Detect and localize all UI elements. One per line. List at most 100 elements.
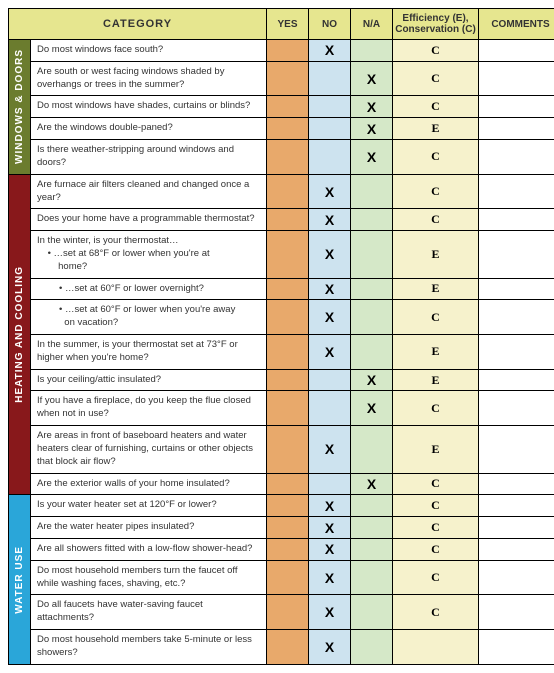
na-cell: [351, 40, 393, 62]
comments-cell[interactable]: [479, 174, 554, 209]
na-cell: X: [351, 96, 393, 118]
no-cell: X: [309, 517, 351, 539]
yes-cell: [267, 538, 309, 560]
yes-cell: [267, 517, 309, 539]
yes-cell: [267, 61, 309, 96]
section-label: WINDOWS & DOORS: [9, 40, 31, 175]
no-cell: X: [309, 426, 351, 473]
comments-cell[interactable]: [479, 473, 554, 495]
efficiency-cell: C: [393, 40, 479, 62]
efficiency-cell: C: [393, 538, 479, 560]
question-cell: Do most windows face south?: [31, 40, 267, 62]
header-comments: COMMENTS: [479, 9, 554, 40]
comments-cell[interactable]: [479, 630, 554, 665]
comments-cell[interactable]: [479, 495, 554, 517]
yes-cell: [267, 96, 309, 118]
efficiency-cell: E: [393, 369, 479, 391]
na-cell: X: [351, 369, 393, 391]
na-cell: X: [351, 140, 393, 175]
comments-cell[interactable]: [479, 231, 554, 278]
no-cell: [309, 118, 351, 140]
efficiency-cell: E: [393, 426, 479, 473]
na-cell: [351, 560, 393, 595]
efficiency-cell: E: [393, 118, 479, 140]
no-cell: X: [309, 231, 351, 278]
no-cell: [309, 61, 351, 96]
efficiency-cell: C: [393, 174, 479, 209]
efficiency-cell: C: [393, 61, 479, 96]
question-cell: • …set at 60°F or lower when you're away…: [31, 300, 267, 335]
efficiency-cell: [393, 630, 479, 665]
comments-cell[interactable]: [479, 40, 554, 62]
yes-cell: [267, 473, 309, 495]
question-cell: Do most household members turn the fauce…: [31, 560, 267, 595]
no-cell: [309, 369, 351, 391]
yes-cell: [267, 209, 309, 231]
comments-cell[interactable]: [479, 391, 554, 426]
na-cell: [351, 278, 393, 300]
comments-cell[interactable]: [479, 118, 554, 140]
comments-cell[interactable]: [479, 61, 554, 96]
table-row: Is your ceiling/attic insulated?XE: [9, 369, 554, 391]
no-cell: X: [309, 209, 351, 231]
header-na: N/A: [351, 9, 393, 40]
yes-cell: [267, 40, 309, 62]
table-row: Are areas in front of baseboard heaters …: [9, 426, 554, 473]
table-row: Do most household members turn the fauce…: [9, 560, 554, 595]
comments-cell[interactable]: [479, 560, 554, 595]
question-cell: • …set at 60°F or lower overnight?: [31, 278, 267, 300]
comments-cell[interactable]: [479, 300, 554, 335]
yes-cell: [267, 118, 309, 140]
table-row: • …set at 60°F or lower when you're away…: [9, 300, 554, 335]
comments-cell[interactable]: [479, 595, 554, 630]
yes-cell: [267, 630, 309, 665]
table-row: If you have a fireplace, do you keep the…: [9, 391, 554, 426]
table-row: Are the water heater pipes insulated?XC: [9, 517, 554, 539]
no-cell: X: [309, 595, 351, 630]
yes-cell: [267, 369, 309, 391]
question-cell: Are the windows double-paned?: [31, 118, 267, 140]
no-cell: [309, 473, 351, 495]
table-row: WINDOWS & DOORSDo most windows face sout…: [9, 40, 554, 62]
question-cell: In the summer, is your thermostat set at…: [31, 335, 267, 370]
efficiency-cell: C: [393, 391, 479, 426]
table-row: Does your home have a programmable therm…: [9, 209, 554, 231]
no-cell: X: [309, 495, 351, 517]
yes-cell: [267, 278, 309, 300]
question-cell: Do most household members take 5-minute …: [31, 630, 267, 665]
question-cell: If you have a fireplace, do you keep the…: [31, 391, 267, 426]
comments-cell[interactable]: [479, 96, 554, 118]
question-cell: Are the water heater pipes insulated?: [31, 517, 267, 539]
comments-cell[interactable]: [479, 278, 554, 300]
na-cell: [351, 426, 393, 473]
table-row: HEATING AND COOLINGAre furnace air filte…: [9, 174, 554, 209]
yes-cell: [267, 595, 309, 630]
question-cell: Are areas in front of baseboard heaters …: [31, 426, 267, 473]
no-cell: X: [309, 538, 351, 560]
audit-table: CATEGORY YES NO N/A Efficiency (E), Cons…: [8, 8, 554, 665]
comments-cell[interactable]: [479, 369, 554, 391]
comments-cell[interactable]: [479, 335, 554, 370]
na-cell: [351, 517, 393, 539]
comments-cell[interactable]: [479, 140, 554, 175]
no-cell: X: [309, 278, 351, 300]
section-label: WATER USE: [9, 495, 31, 664]
question-cell: Are furnace air filters cleaned and chan…: [31, 174, 267, 209]
efficiency-cell: C: [393, 300, 479, 335]
table-row: Are south or west facing windows shaded …: [9, 61, 554, 96]
comments-cell[interactable]: [479, 426, 554, 473]
table-row: • …set at 60°F or lower overnight?XE: [9, 278, 554, 300]
comments-cell[interactable]: [479, 538, 554, 560]
efficiency-cell: C: [393, 96, 479, 118]
na-cell: X: [351, 118, 393, 140]
na-cell: [351, 538, 393, 560]
yes-cell: [267, 426, 309, 473]
comments-cell[interactable]: [479, 209, 554, 231]
yes-cell: [267, 495, 309, 517]
no-cell: X: [309, 40, 351, 62]
header-row: CATEGORY YES NO N/A Efficiency (E), Cons…: [9, 9, 554, 40]
na-cell: [351, 595, 393, 630]
comments-cell[interactable]: [479, 517, 554, 539]
header-no: NO: [309, 9, 351, 40]
section-label: HEATING AND COOLING: [9, 174, 31, 495]
